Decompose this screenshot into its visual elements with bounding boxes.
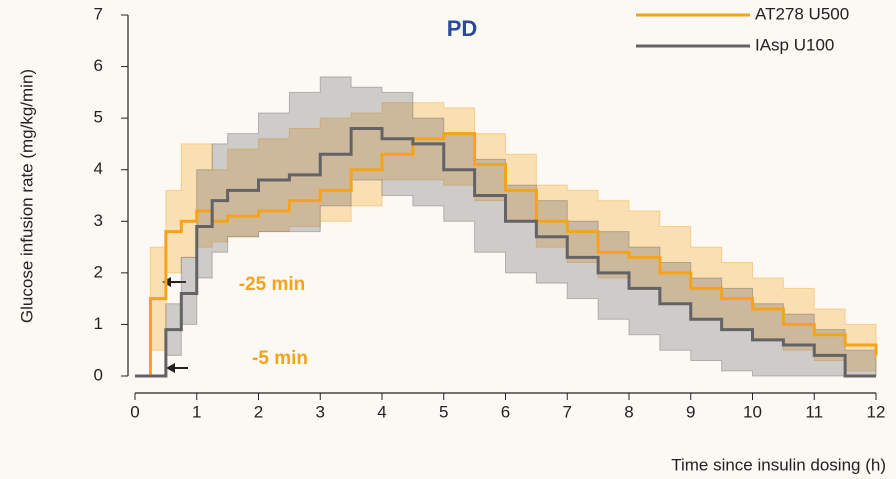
x-axis-label: Time since insulin dosing (h) — [671, 455, 886, 474]
annotation: -5 min — [252, 348, 308, 369]
y-tick-label: 6 — [94, 56, 103, 75]
y-tick-label: 1 — [94, 314, 103, 333]
step-line — [135, 126, 876, 378]
x-tick-label: 8 — [624, 402, 633, 421]
y-axis-label: Glucose infusion rate (mg/kg/min) — [17, 69, 36, 323]
x-tick-label: 11 — [805, 402, 823, 421]
x-tick-label: 3 — [316, 402, 325, 421]
y-tick-label: 4 — [94, 159, 103, 178]
x-tick-label: 0 — [130, 402, 139, 421]
y-tick-label: 3 — [94, 211, 103, 230]
y-tick-label: 0 — [94, 365, 103, 384]
chart-title: PD — [447, 16, 478, 41]
x-tick-label: 1 — [192, 402, 201, 421]
x-tick-label: 4 — [377, 402, 386, 421]
x-tick-label: 10 — [743, 402, 762, 421]
y-tick-label: 7 — [94, 4, 103, 23]
annotation: -25 min — [239, 274, 306, 295]
x-tick-label: 2 — [254, 402, 263, 421]
y-tick-label: 5 — [94, 108, 103, 127]
x-tick-label: 12 — [867, 402, 886, 421]
x-tick-label: 7 — [563, 402, 572, 421]
legend-label: IAsp U100 — [755, 35, 834, 54]
band — [135, 76, 877, 377]
x-tick-label: 6 — [501, 402, 510, 421]
x-tick-label: 5 — [439, 402, 448, 421]
legend-label: AT278 U500 — [755, 4, 849, 23]
x-tick-label: 9 — [686, 402, 695, 421]
y-tick-label: 2 — [94, 262, 103, 281]
